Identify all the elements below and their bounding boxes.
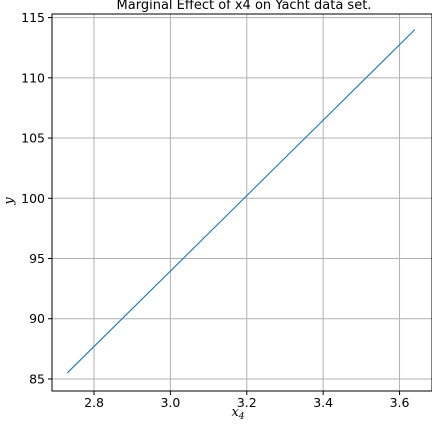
x-tick-label: 3.0 (160, 395, 180, 410)
y-tick-label: 105 (21, 131, 45, 146)
x-tick-label: 3.2 (237, 395, 257, 410)
plot-frame (51, 13, 432, 392)
x-tick-label: 2.8 (84, 395, 104, 410)
y-axis-ticks: 85 90 95 100 105 110 115 (21, 10, 52, 386)
x-axis-ticks: 2.8 3.0 3.2 3.4 3.6 (84, 391, 410, 410)
y-tick-label: 110 (21, 70, 45, 85)
chart-title: Marginal Effect of x4 on Yacht data set. (117, 0, 372, 13)
y-axis-label: y (2, 197, 17, 206)
x-axis-label-main: x (231, 405, 239, 420)
x-axis-label-subscript: 4 (238, 412, 245, 422)
series (66, 29, 416, 374)
y-tick-label: 115 (21, 10, 45, 25)
grid (52, 14, 432, 391)
x-axis-label: x4 (231, 405, 244, 422)
y-tick-label: 90 (29, 311, 45, 326)
x-tick-label: 3.6 (390, 395, 410, 410)
y-tick-label: 95 (29, 251, 45, 266)
series-line (66, 29, 416, 374)
y-tick-label: 100 (21, 191, 45, 206)
y-tick-label: 85 (29, 371, 45, 386)
x-tick-label: 3.4 (313, 395, 333, 410)
